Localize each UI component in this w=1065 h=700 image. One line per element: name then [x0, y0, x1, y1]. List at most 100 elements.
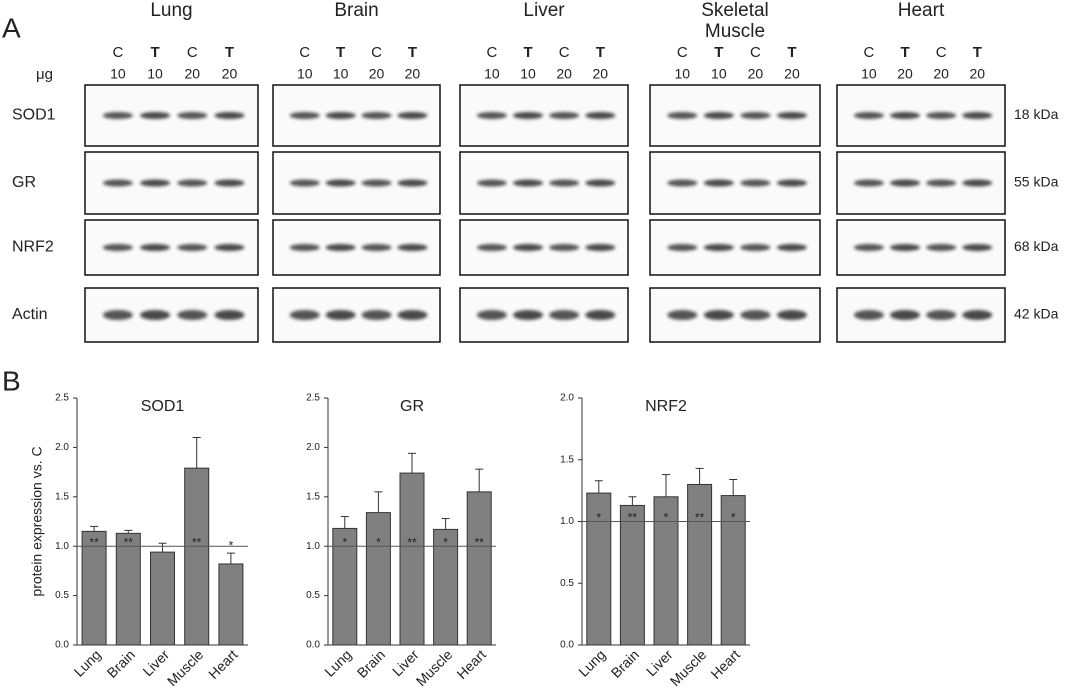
x-tick-label: Heart	[707, 646, 743, 682]
lane-amount: 10	[110, 66, 126, 82]
significance-label: *	[342, 535, 347, 549]
blot-band	[549, 112, 580, 119]
blot-band	[962, 179, 993, 187]
blot-band	[177, 244, 208, 251]
panel-label: B	[2, 365, 21, 396]
blot-band	[585, 310, 616, 320]
y-tick-label: 0.5	[560, 578, 574, 589]
protein-size: 18 kDa	[1014, 106, 1059, 122]
y-tick-label: 2.0	[306, 442, 320, 453]
blot-band	[325, 112, 356, 119]
blot-band	[890, 179, 921, 187]
blot-band	[397, 310, 428, 320]
blot-band	[289, 244, 320, 251]
lane-amount: 20	[184, 66, 200, 82]
significance-label: **	[192, 535, 202, 549]
blot-band	[667, 179, 698, 187]
lane-treatment: T	[225, 44, 234, 61]
significance-label: **	[695, 511, 705, 525]
x-tick-label: Muscle	[413, 646, 456, 689]
lane-amount: 10	[333, 66, 349, 82]
blot-band	[325, 310, 356, 320]
blot-band	[667, 244, 698, 251]
bar	[115, 532, 141, 646]
blot-band	[102, 244, 133, 251]
blot-band	[740, 179, 771, 187]
x-tick-label: Heart	[205, 646, 241, 682]
blot-band	[585, 179, 616, 187]
tissue-name: Skeletal Muscle	[701, 0, 769, 42]
lane-treatment: T	[523, 44, 532, 61]
blot-band	[703, 179, 734, 187]
lane-treatment: C	[677, 44, 688, 61]
y-tick-label: 1.0	[560, 516, 574, 527]
y-tick-label: 0.0	[55, 640, 69, 651]
blot-band	[397, 112, 428, 119]
blot-band	[776, 179, 807, 187]
blot-band	[289, 112, 320, 119]
bar	[687, 483, 713, 646]
y-tick-label: 1.5	[55, 491, 69, 502]
bar	[365, 512, 391, 646]
blot-band	[776, 244, 807, 251]
significance-label: *	[229, 538, 234, 552]
panel-label: A	[2, 12, 21, 43]
blot-band	[703, 244, 734, 251]
blot-band	[549, 179, 580, 187]
blot-band	[214, 310, 245, 320]
lane-treatment: C	[371, 44, 382, 61]
lane-amount: 20	[933, 66, 949, 82]
blot-band	[177, 112, 208, 119]
blot-band	[325, 244, 356, 251]
lane-treatment: T	[150, 44, 159, 61]
bar	[218, 563, 244, 646]
blot-band	[177, 179, 208, 187]
lane-amount: 10	[861, 66, 877, 82]
blot-band	[890, 310, 921, 320]
significance-label: **	[124, 535, 134, 549]
significance-label: *	[731, 511, 736, 525]
blot-band	[585, 112, 616, 119]
bar	[619, 504, 645, 646]
blot-band	[140, 244, 171, 251]
y-axis-label: protein expression vs. C	[29, 446, 45, 596]
y-tick-label: 2.5	[306, 393, 320, 404]
blot-band	[214, 244, 245, 251]
lane-treatment: C	[863, 44, 874, 61]
significance-label: *	[596, 511, 601, 525]
blot-band	[102, 179, 133, 187]
tissue-name: Lung	[150, 0, 193, 21]
blot-band	[476, 310, 507, 320]
tissue-name: Heart	[897, 0, 945, 21]
bar	[399, 472, 425, 646]
chart-title: GR	[400, 398, 424, 415]
blot-band	[740, 310, 771, 320]
x-tick-label: Brain	[354, 646, 388, 680]
lane-treatment: C	[936, 44, 947, 61]
blot-band	[361, 112, 392, 119]
blot-band	[361, 179, 392, 187]
protein-label: GR	[12, 174, 36, 191]
blot-band	[853, 112, 884, 119]
blot-band	[289, 179, 320, 187]
blot-band	[853, 244, 884, 251]
blot-band	[926, 112, 957, 119]
lane-treatment: T	[408, 44, 417, 61]
lane-treatment: C	[299, 44, 310, 61]
blot-band	[361, 244, 392, 251]
x-tick-label: Heart	[453, 646, 489, 682]
chart-title: NRF2	[645, 398, 687, 415]
y-tick-label: 1.0	[55, 541, 69, 552]
blot-band	[549, 244, 580, 251]
significance-label: *	[443, 535, 448, 549]
blot-band	[476, 244, 507, 251]
blot-band	[853, 179, 884, 187]
bar	[586, 492, 612, 646]
blot-band	[140, 179, 171, 187]
y-tick-label: 1.5	[306, 491, 320, 502]
lane-amount: 20	[969, 66, 985, 82]
blot-band	[140, 112, 171, 119]
x-tick-label: Brain	[104, 646, 138, 680]
blot-band	[962, 310, 993, 320]
